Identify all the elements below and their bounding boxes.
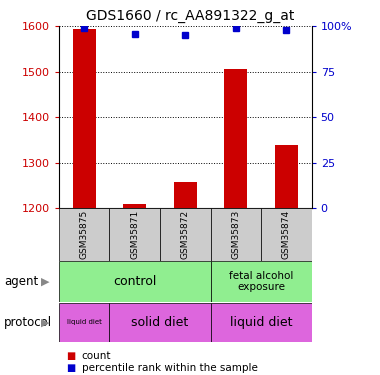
Text: protocol: protocol xyxy=(4,316,52,329)
Text: control: control xyxy=(113,275,157,288)
Bar xyxy=(59,208,109,261)
Bar xyxy=(160,208,211,261)
Text: liquid diet: liquid diet xyxy=(230,316,292,329)
Bar xyxy=(174,182,196,208)
Text: ■: ■ xyxy=(66,363,76,373)
Text: ■: ■ xyxy=(66,351,76,361)
Bar xyxy=(109,208,160,261)
Bar xyxy=(261,208,312,261)
Bar xyxy=(225,69,247,208)
Text: solid diet: solid diet xyxy=(131,316,188,329)
Text: GSM35872: GSM35872 xyxy=(181,210,190,259)
Bar xyxy=(275,146,298,208)
Bar xyxy=(59,303,109,342)
Text: ▶: ▶ xyxy=(41,277,49,286)
Bar xyxy=(211,261,312,302)
Bar xyxy=(211,208,261,261)
Text: GSM35874: GSM35874 xyxy=(282,210,291,259)
Bar xyxy=(73,28,95,208)
Text: GDS1660 / rc_AA891322_g_at: GDS1660 / rc_AA891322_g_at xyxy=(86,9,294,23)
Text: count: count xyxy=(82,351,111,361)
Bar xyxy=(59,261,211,302)
Text: liquid diet: liquid diet xyxy=(67,320,101,325)
Text: ▶: ▶ xyxy=(41,317,49,327)
Bar xyxy=(211,303,312,342)
Text: agent: agent xyxy=(4,275,38,288)
Text: percentile rank within the sample: percentile rank within the sample xyxy=(82,363,258,373)
Text: fetal alcohol
exposure: fetal alcohol exposure xyxy=(229,271,293,292)
Bar xyxy=(109,303,211,342)
Text: GSM35871: GSM35871 xyxy=(130,210,139,259)
Text: GSM35875: GSM35875 xyxy=(80,210,89,259)
Bar xyxy=(124,204,146,208)
Text: GSM35873: GSM35873 xyxy=(231,210,240,259)
